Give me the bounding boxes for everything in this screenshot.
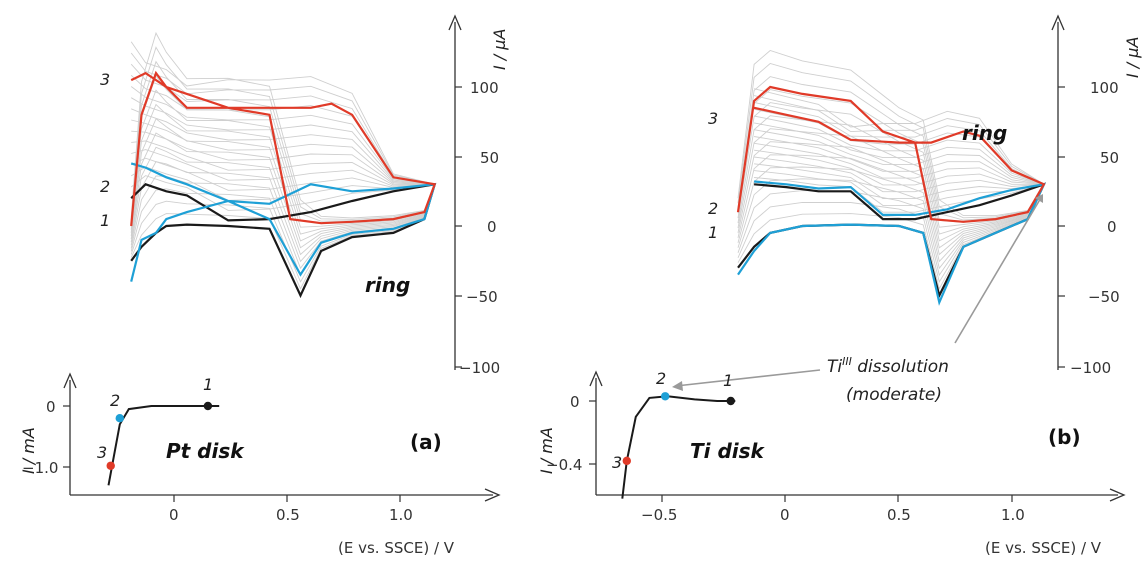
annotation-arrowhead-ring xyxy=(1035,194,1043,203)
ring-series-3 xyxy=(736,85,1046,223)
ring-y-ticks-b xyxy=(1058,86,1065,368)
disk-marker-2 xyxy=(115,414,124,423)
ring-ytick-m100-b: −100 xyxy=(1070,359,1111,377)
curve-label-1-a: 1 xyxy=(100,211,110,230)
curve-label-3-b: 3 xyxy=(708,109,718,128)
ring-grey-cycle xyxy=(130,97,436,235)
disk-marker-3 xyxy=(622,456,631,466)
ring-series-1 xyxy=(737,182,1046,299)
disk-ytick-m04-b: −0.4 xyxy=(546,456,582,474)
annotation-arrow-ring xyxy=(954,195,1043,344)
ring-y-ticks-a xyxy=(455,86,462,368)
x-axis-arrow-b xyxy=(1109,488,1126,502)
disk-point-label-2-a: 2 xyxy=(110,391,120,410)
ring-grey-cycle xyxy=(130,140,436,263)
ring-curves-a xyxy=(130,31,437,299)
x-axis-arrow-a xyxy=(484,488,501,502)
ring-ylabel-b: I / µA xyxy=(1123,37,1142,78)
ring-grey-cycle xyxy=(130,108,436,242)
disk-y-axis-arrow-b xyxy=(589,370,603,387)
disk-marker-3 xyxy=(106,461,115,470)
disk-point-label-3-b: 3 xyxy=(612,453,622,472)
xtick-0-b: 0 xyxy=(780,506,790,524)
ring-ytick-100-b: 100 xyxy=(1090,79,1119,97)
xtick-0-a: 0 xyxy=(169,506,179,524)
ring-ytick-0-b: 0 xyxy=(1107,218,1117,236)
disk-marker-1 xyxy=(726,396,735,406)
disk-point-label-1-b: 1 xyxy=(723,371,733,390)
disk-line xyxy=(107,405,220,486)
ring-ytick-50-b: 50 xyxy=(1100,149,1119,167)
ring-series-1 xyxy=(130,182,437,299)
disk-ytick-0-a: 0 xyxy=(46,398,56,416)
ring-ytick-0-a: 0 xyxy=(487,218,497,236)
ring-ytick-100-a: 100 xyxy=(470,79,499,97)
ring-grey-cycle xyxy=(737,142,1045,256)
annotation-arrowhead-disk xyxy=(672,381,683,391)
xlabel-a: (E vs. SSCE) / V xyxy=(338,539,455,557)
xtick-1-a: 1.0 xyxy=(389,506,413,524)
ring-curves-b xyxy=(736,49,1046,306)
annotation-arrow-disk xyxy=(675,369,821,387)
panel-a: 100 50 0 −50 −100 I / µA 3 2 1 ring 0 −1… xyxy=(19,14,509,557)
disk-ylabel-a: I / mA xyxy=(19,427,38,474)
ring-label-a: ring xyxy=(365,273,410,297)
disk-line xyxy=(621,395,736,499)
ring-series-3 xyxy=(130,70,437,227)
panel-label-a: (a) xyxy=(410,430,442,454)
disk-marker-2 xyxy=(661,392,670,401)
ring-grey-cycle xyxy=(737,136,1045,249)
disk-label-a: Pt disk xyxy=(166,439,245,463)
curve-label-3-a: 3 xyxy=(100,70,110,89)
ring-grey-cycle xyxy=(130,130,436,256)
disk-ytick-m1-a: −1.0 xyxy=(22,459,58,477)
disk-label-b: Ti disk xyxy=(690,439,766,463)
disk-curve-a xyxy=(106,401,220,486)
ring-grey-cycle xyxy=(737,183,1045,297)
xtick-m05-b: −0.5 xyxy=(641,506,677,524)
disk-point-label-3-a: 3 xyxy=(97,443,107,462)
ring-grey-cycle xyxy=(737,149,1045,263)
disk-ylabel-b: I / mA xyxy=(537,427,556,474)
xtick-05-b: 0.5 xyxy=(887,506,911,524)
disk-ytick-0-b: 0 xyxy=(570,393,580,411)
disk-marker-1 xyxy=(203,401,213,411)
xtick-1-b: 1.0 xyxy=(1001,506,1025,524)
ring-label-b: ring xyxy=(962,121,1007,145)
ring-ytick-m50-a: −50 xyxy=(466,288,498,306)
disk-point-label-2-b: 2 xyxy=(656,369,666,388)
curve-label-2-a: 2 xyxy=(100,177,110,196)
panel-label-b: (b) xyxy=(1048,425,1081,449)
ring-grey-cycle xyxy=(130,119,436,249)
ring-ylabel-a: I / µA xyxy=(490,29,509,70)
ring-ytick-50-a: 50 xyxy=(480,149,499,167)
ring-ytick-m100-a: −100 xyxy=(459,359,500,377)
xlabel-b: (E vs. SSCE) / V xyxy=(985,539,1102,557)
disk-curve-b xyxy=(621,392,736,499)
ring-grey-cycle xyxy=(130,46,436,221)
xtick-05-a: 0.5 xyxy=(276,506,300,524)
ring-series-2 xyxy=(130,162,437,282)
panel-b: 100 50 0 −50 −100 I / µA 3 2 1 ring TiII… xyxy=(537,14,1142,557)
annotation-ti-dissolution: TiIII dissolution (moderate) xyxy=(672,194,1043,405)
ring-y-axis-arrow-b xyxy=(1051,14,1065,31)
curve-label-1-b: 1 xyxy=(708,223,718,242)
disk-point-label-1-a: 1 xyxy=(203,375,213,394)
curve-label-2-b: 2 xyxy=(708,199,718,218)
disk-y-axis-arrow-a xyxy=(63,372,77,389)
ring-ytick-m50-b: −50 xyxy=(1088,288,1120,306)
ring-grey-cycle xyxy=(737,128,1045,242)
ring-y-axis-arrow-a xyxy=(448,14,462,31)
ring-grey-cycle xyxy=(130,31,436,219)
annotation-line1: TiIII dissolution xyxy=(827,355,949,377)
annotation-line2: (moderate) xyxy=(846,385,942,405)
